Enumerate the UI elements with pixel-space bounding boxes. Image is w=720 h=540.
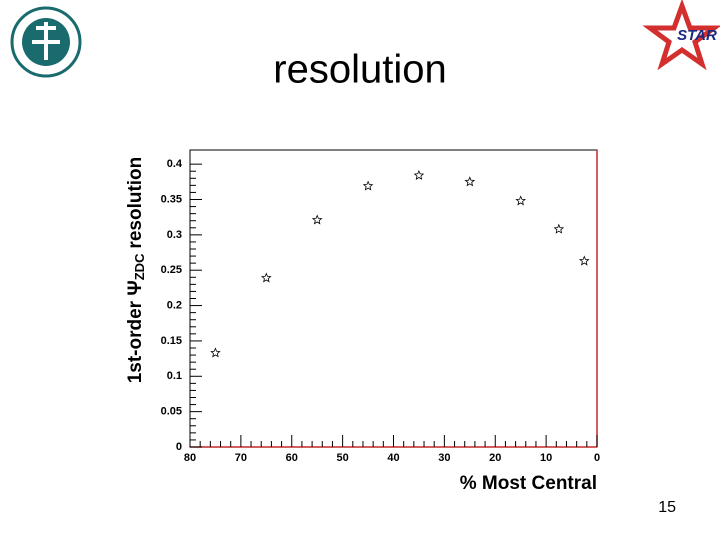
y-axis-label: 1st-order ΨZDC resolution (125, 157, 147, 384)
x-tick-label: 60 (286, 452, 298, 464)
x-tick-label: 20 (489, 452, 501, 464)
x-tick-label: 70 (235, 452, 247, 464)
y-tick-label: 0.2 (167, 299, 182, 311)
slide-title: resolution (273, 48, 446, 92)
data-point (260, 272, 272, 283)
y-tick-label: 0.05 (161, 406, 182, 418)
y-tick-label: 0.1 (167, 370, 182, 382)
data-point (413, 169, 425, 180)
plot-frame (189, 149, 598, 448)
y-tick-label: 0 (176, 441, 182, 453)
university-logo (10, 6, 82, 78)
x-tick-label: 30 (438, 452, 450, 464)
data-point (515, 195, 527, 206)
x-tick-label: 80 (184, 452, 196, 464)
star-logo: STAR (642, 0, 720, 71)
y-tick-label: 0.3 (167, 229, 182, 241)
y-tick-label: 0.25 (161, 264, 182, 276)
x-tick-label: 10 (540, 452, 552, 464)
data-point (553, 223, 565, 234)
data-point (210, 347, 221, 358)
data-point (362, 180, 374, 191)
data-point (578, 255, 590, 266)
y-label-subscript: ZDC (132, 253, 147, 280)
y-tick-label: 0.35 (161, 193, 182, 205)
page-number: 15 (658, 499, 676, 516)
y-tick-label: 0.15 (161, 335, 182, 347)
y-label-main: 1st-order Ψ (125, 280, 146, 383)
x-tick-label: 50 (337, 452, 349, 464)
y-label-rest: resolution (125, 157, 146, 249)
data-point (464, 176, 476, 187)
logo-text: STAR (677, 27, 717, 44)
x-tick-label: 40 (387, 452, 399, 464)
x-axis-label: % Most Central (460, 473, 597, 494)
data-point (311, 214, 323, 225)
y-tick-label: 0.4 (167, 158, 183, 170)
x-tick-label: 0 (594, 452, 600, 464)
